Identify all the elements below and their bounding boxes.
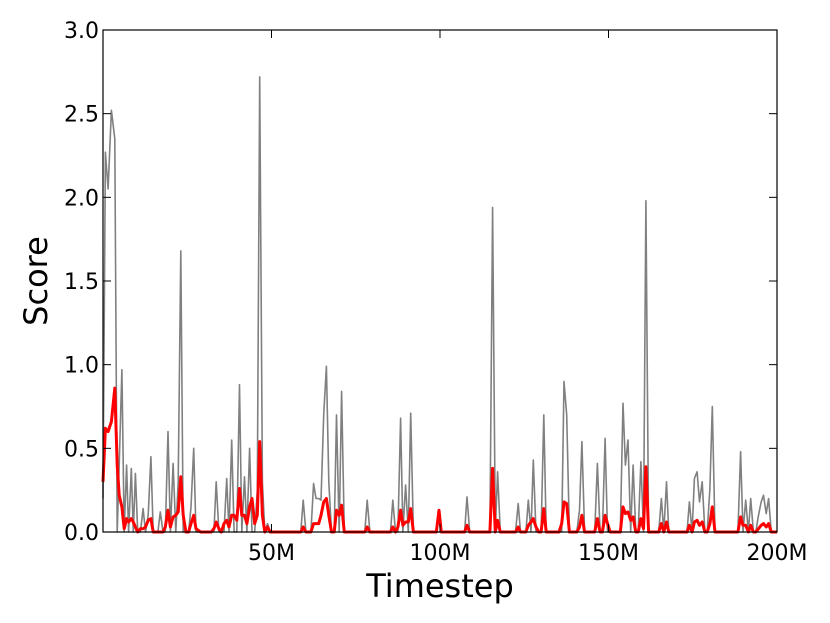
x-tick-label-0: 50M [248,541,295,566]
y-tick-label-2: 1.0 [64,354,99,379]
y-axis-label: Score [17,236,55,326]
y-tick-label-1: 0.5 [64,437,99,462]
y-tick-label-3: 1.5 [64,270,99,295]
x-tick-label-1: 100M [410,541,471,566]
y-tick-label-0: 0.0 [64,521,99,546]
x-tick-label-3: 200M [747,541,808,566]
y-tick-label-6: 3.0 [64,19,99,44]
y-tick-label-4: 2.0 [64,186,99,211]
x-tick-label-2: 150M [578,541,639,566]
y-tick-label-5: 2.5 [64,103,99,128]
tick-layer: 50M 100M 150M 200M 0.0 0.5 1.0 1.5 2.0 2.5 3.0 [64,19,807,566]
x-axis-label: Timestep [365,567,514,605]
